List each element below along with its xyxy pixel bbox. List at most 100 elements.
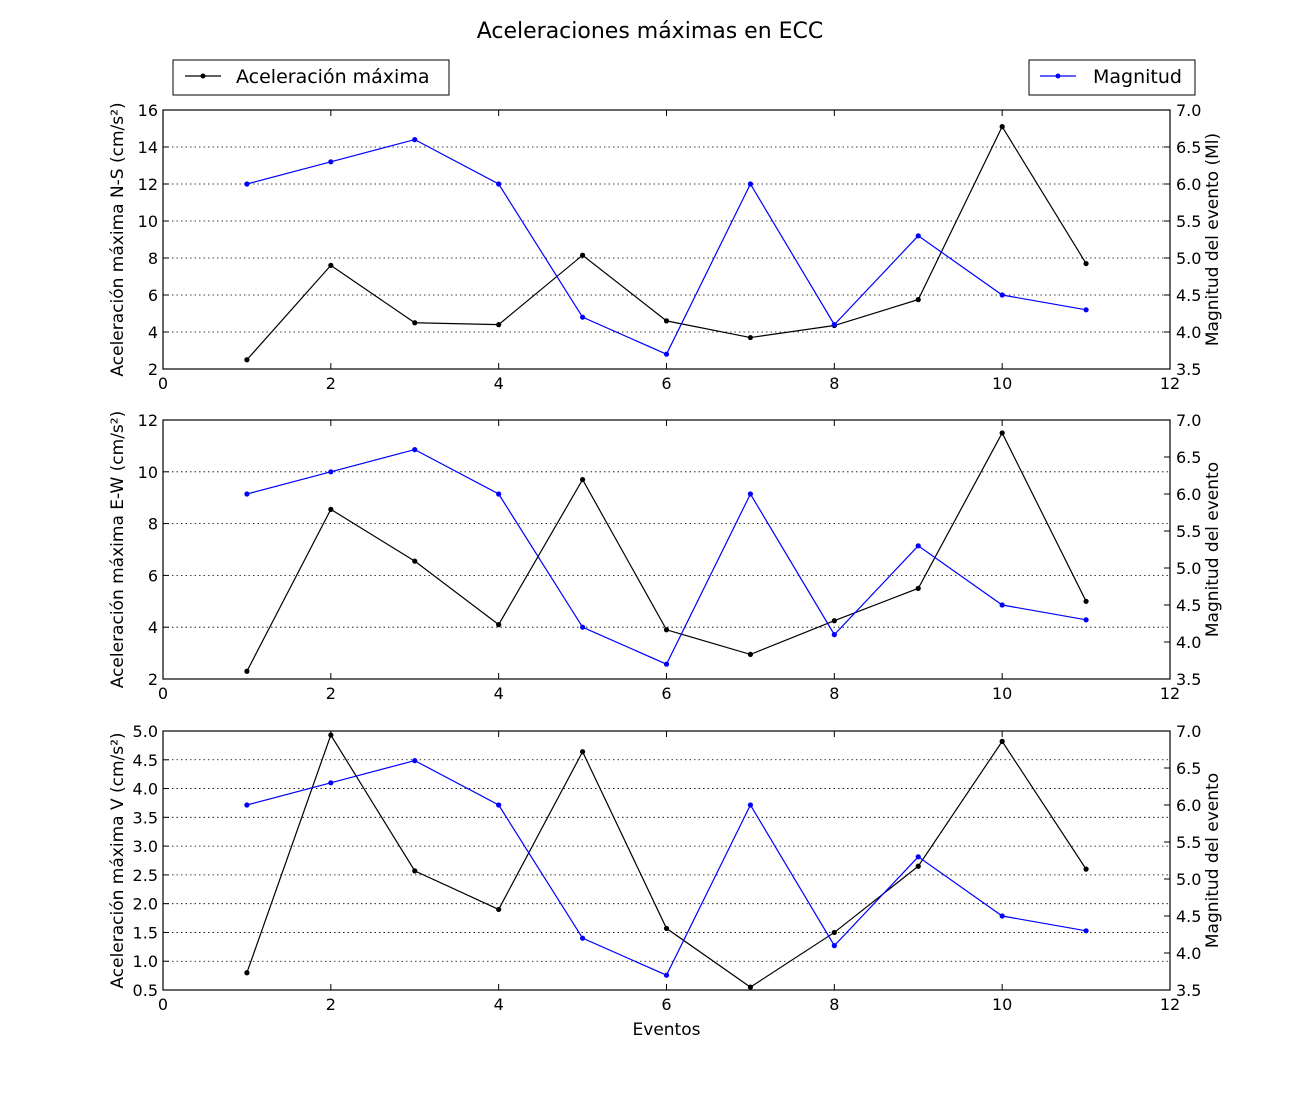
ns-y-right-tick-label: 5.0: [1176, 249, 1201, 268]
ew-aceleracion-point: [244, 668, 250, 674]
ew-x-tick-label: 2: [326, 684, 336, 703]
v-aceleracion-point: [663, 925, 670, 932]
ns-y-right-label: Magnitud del evento (Ml): [1203, 133, 1223, 346]
v-aceleracion-point: [412, 868, 418, 874]
v-aceleracion-line: [246, 733, 1087, 988]
ew-aceleracion-point: [496, 622, 502, 628]
ew-magnitud-point: [496, 491, 502, 497]
ew-y-right-tick-label: 4.5: [1176, 596, 1201, 615]
v-magnitud-point: [663, 972, 670, 978]
legend-left-box: [172, 59, 450, 96]
ew-aceleracion-point: [328, 506, 334, 512]
v-magnitud-point: [328, 780, 334, 786]
ns-magnitud-point: [663, 351, 670, 357]
v-y-left-label: Aceleración máxima V (cm/s²): [108, 732, 128, 988]
ew-magnitud-point: [663, 661, 670, 667]
ns-magnitud-point: [496, 181, 502, 187]
ns-y-left-tick-label: 14: [138, 138, 158, 157]
ns-magnitud-point: [328, 159, 334, 165]
figure-title: Aceleraciones máximas en ECC: [477, 19, 824, 44]
panel-v: 0 2 4 6 8 10 12 0.5 1.0 1.5 2.0 2.5 3.0 3.5 4.0 4.5 5.0 3…: [108, 722, 1223, 1040]
ns-y-right-tick-label: 5.5: [1176, 212, 1201, 231]
v-aceleracion-point: [579, 749, 586, 755]
v-x-tick-label: 6: [661, 995, 671, 1014]
ns-y-right-tick-label: 3.5: [1176, 360, 1201, 379]
ew-y-left-tick-label: 10: [138, 463, 158, 482]
ew-aceleracion-line: [246, 431, 1087, 672]
v-x-tick-label: 10: [992, 995, 1012, 1014]
v-x-tick-label: 12: [1160, 995, 1180, 1014]
ns-aceleracion-point: [999, 124, 1005, 130]
ew-x-tick-label: 0: [158, 684, 168, 703]
ew-aceleracion-point: [915, 585, 921, 591]
v-magnitud-point: [496, 802, 502, 808]
ew-magnitud-point: [412, 447, 418, 453]
v-y-left-tick-label: 2.5: [133, 866, 158, 885]
ns-y-right-tick-label: 4.0: [1176, 323, 1201, 342]
legend-right-marker: [1055, 73, 1061, 79]
v-y-right-tick-label: 5.0: [1176, 870, 1201, 889]
ns-x-tick-label: 2: [326, 374, 336, 393]
ns-magnitud-point: [831, 322, 837, 328]
v-y-left-tick-label: 2.0: [133, 895, 158, 914]
ns-y-right-tick-label: 6.5: [1176, 138, 1201, 157]
ew-x-tick-label: 4: [494, 684, 504, 703]
panel-ew: 0 2 4 6 8 10 12246810123.54.04.55.05.56.06.57.…: [108, 411, 1223, 703]
legend-left-label: Aceleración máxima: [236, 66, 429, 88]
v-y-left-tick-label: 1.5: [133, 923, 158, 942]
legend-right: Magnitud: [1028, 59, 1196, 96]
ew-y-right-tick-label: 6.0: [1176, 485, 1201, 504]
ns-magnitud-point: [747, 181, 754, 187]
v-y-right-tick-label: 4.5: [1176, 907, 1201, 926]
ns-x-tick-label: 6: [661, 374, 671, 393]
ew-magnitud-point: [915, 543, 921, 549]
ew-magnitud-point: [1083, 617, 1089, 623]
ew-magnitud-point: [244, 491, 250, 497]
ew-y-right-tick-label: 6.5: [1176, 448, 1201, 467]
ns-aceleracion-point: [412, 320, 418, 326]
ns-aceleracion-point: [328, 262, 334, 268]
ew-y-right-label: Magnitud del evento: [1203, 462, 1223, 637]
v-magnitud-point: [244, 802, 250, 808]
ew-y-right-tick-label: 3.5: [1176, 670, 1201, 689]
v-x-tick-label: 4: [494, 995, 504, 1014]
ns-magnitud-point: [1083, 307, 1089, 313]
ns-y-left-tick-label: 2: [148, 360, 158, 379]
v-y-right-tick-label: 7.0: [1176, 722, 1201, 741]
v-y-right-tick-label: 6.5: [1176, 759, 1201, 778]
ew-aceleracion-point: [999, 430, 1005, 436]
panel-ns: 0 2 4 6 8 10 122468101214163.54.04.55.05.56.06…: [108, 101, 1223, 393]
v-y-left-tick-label: 4.0: [133, 780, 158, 799]
ew-x-tick-label: 6: [661, 684, 671, 703]
ns-y-left-tick-label: 16: [138, 101, 158, 120]
ns-y-left-tick-label: 6: [148, 286, 158, 305]
ew-magnitud-point: [831, 632, 837, 638]
ns-aceleracion-line: [246, 125, 1087, 361]
ns-x-tick-label: 8: [829, 374, 839, 393]
v-aceleracion-point: [496, 906, 502, 913]
ns-y-left-tick-label: 12: [138, 175, 158, 194]
v-x-tick-label: 2: [326, 995, 336, 1014]
v-y-left-tick-label: 3.0: [133, 837, 158, 856]
ew-x-tick-label: 12: [1160, 684, 1180, 703]
ns-magnitud-point: [999, 292, 1005, 298]
v-magnitud-point: [1083, 928, 1089, 934]
legend-right-label: Magnitud: [1093, 66, 1182, 88]
ns-aceleracion-point: [496, 322, 502, 328]
ns-aceleracion-point: [1083, 260, 1089, 267]
ns-y-left-tick-label: 8: [148, 249, 158, 268]
ns-y-right-tick-label: 7.0: [1176, 101, 1201, 120]
ew-y-left-tick-label: 8: [148, 515, 158, 534]
v-magnitud-point: [747, 802, 754, 808]
ew-aceleracion-point: [412, 558, 418, 564]
ew-aceleracion-point: [1083, 598, 1089, 604]
ns-magnitud-point: [412, 137, 418, 143]
ew-aceleracion-point: [747, 651, 754, 657]
v-y-left-tick-label: 3.5: [133, 808, 158, 827]
v-aceleracion-point: [999, 738, 1005, 744]
v-x-tick-label: 0: [158, 995, 168, 1014]
v-y-right-tick-label: 4.0: [1176, 944, 1201, 963]
v-aceleracion-point: [831, 929, 837, 936]
ns-magnitud-point: [244, 181, 250, 187]
